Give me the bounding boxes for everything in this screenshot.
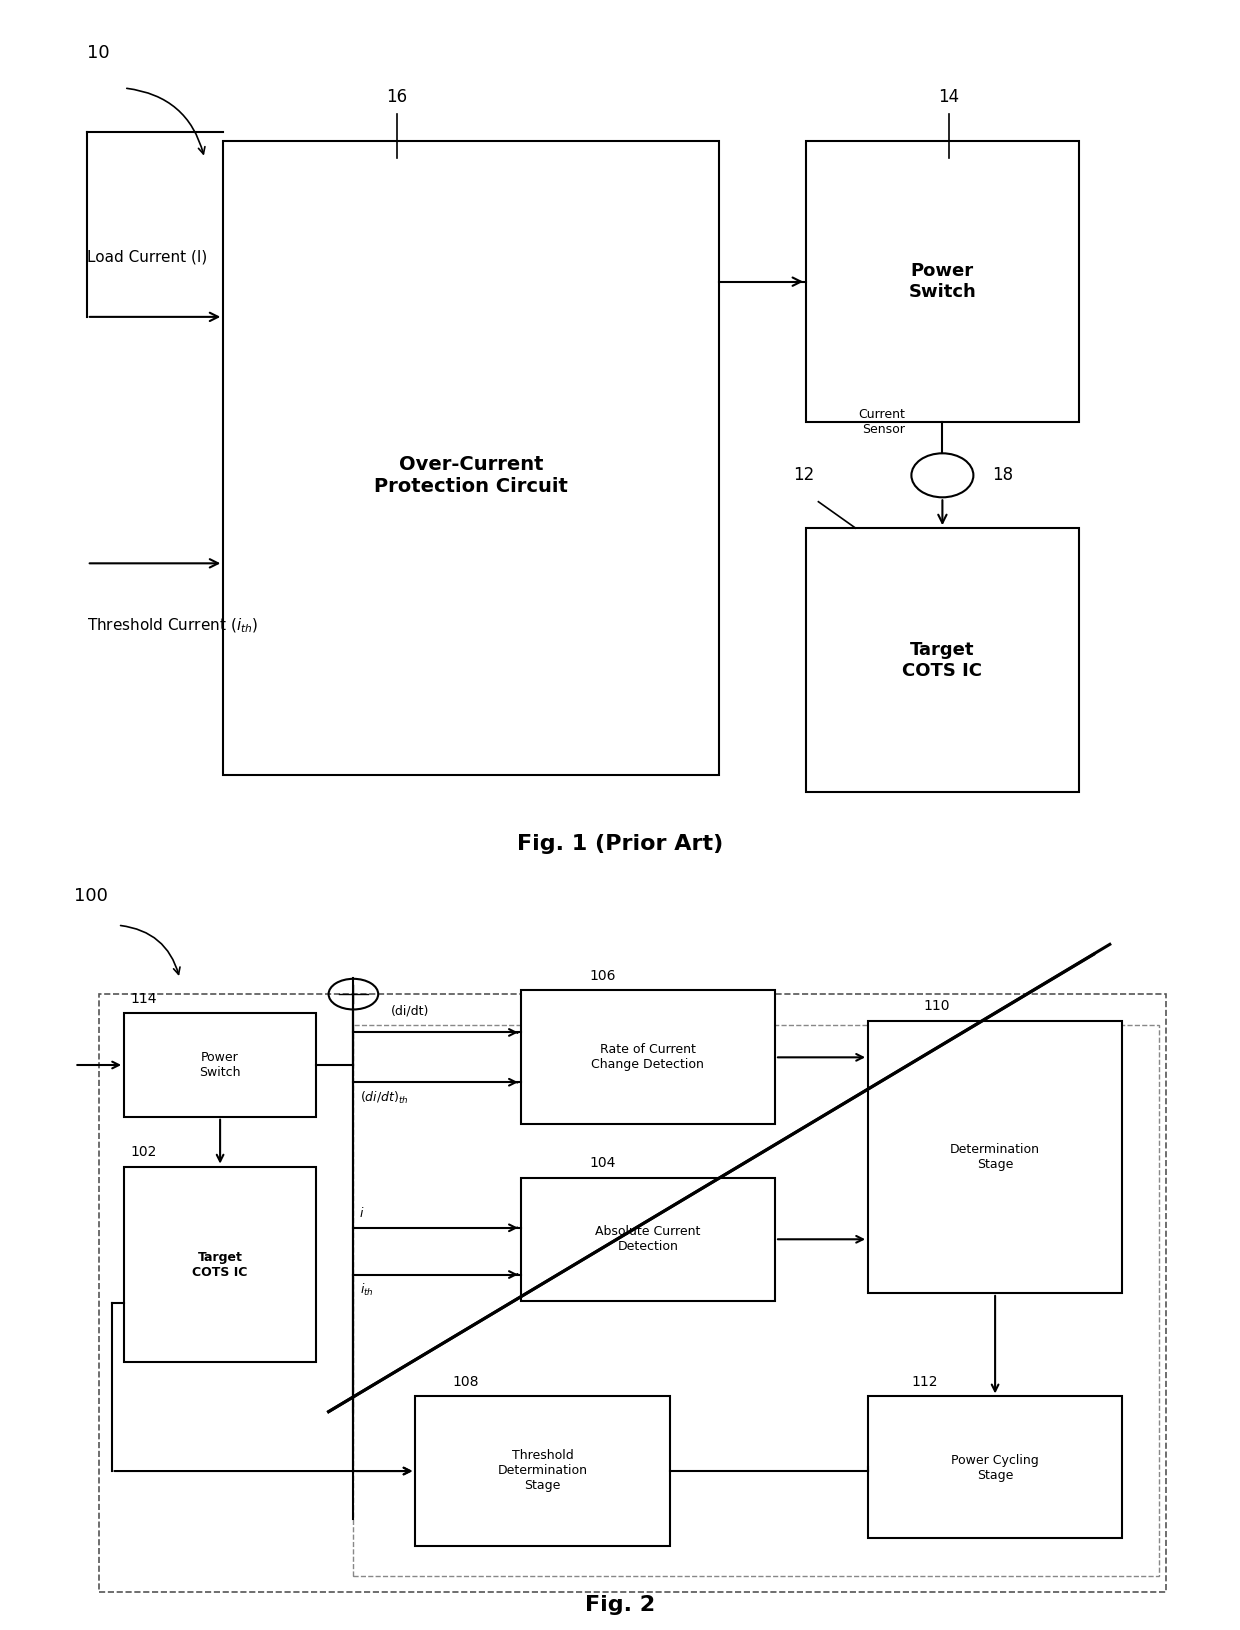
Bar [868,1020,1122,1293]
Bar [521,1178,775,1301]
Text: $i_{th}$: $i_{th}$ [360,1281,373,1297]
Text: Absolute Current
Detection: Absolute Current Detection [595,1226,701,1253]
Text: Over-Current
Protection Circuit: Over-Current Protection Circuit [374,455,568,496]
Text: i: i [360,1208,363,1221]
Text: 12: 12 [794,466,815,484]
Text: (di/dt): (di/dt) [391,1004,429,1017]
Text: 106: 106 [589,968,615,983]
Text: 108: 108 [453,1374,479,1389]
Text: Target
COTS IC: Target COTS IC [192,1250,248,1278]
Text: Threshold Current ($i_{th}$): Threshold Current ($i_{th}$) [87,616,258,634]
Text: Load Current (I): Load Current (I) [87,249,207,264]
Text: 112: 112 [911,1374,937,1389]
Text: 14: 14 [937,88,960,106]
Text: 10: 10 [87,44,109,62]
Text: Determination
Stage: Determination Stage [950,1143,1040,1172]
Bar [124,1014,316,1117]
Text: Fig. 1 (Prior Art): Fig. 1 (Prior Art) [517,835,723,854]
Bar [868,1397,1122,1539]
Text: Current
Sensor: Current Sensor [858,409,905,437]
Text: $(di/dt)_{th}$: $(di/dt)_{th}$ [360,1090,408,1107]
FancyArrowPatch shape [126,88,205,153]
Bar [223,140,719,774]
Text: 100: 100 [74,887,108,905]
Text: 114: 114 [130,991,156,1006]
Text: Fig. 2: Fig. 2 [585,1594,655,1615]
Text: Threshold
Determination
Stage: Threshold Determination Stage [497,1449,588,1491]
Text: Power Cycling
Stage: Power Cycling Stage [951,1454,1039,1482]
Bar [353,1025,1159,1576]
Text: 104: 104 [589,1156,615,1170]
Text: Power
Switch: Power Switch [200,1051,241,1079]
Bar [99,994,1166,1591]
Text: Power
Switch: Power Switch [909,262,976,302]
Text: Rate of Current
Change Detection: Rate of Current Change Detection [591,1043,704,1071]
Bar [806,528,1079,792]
Bar [124,1167,316,1363]
Text: 18: 18 [992,466,1013,484]
Bar [521,991,775,1125]
Bar [415,1397,670,1545]
Text: 102: 102 [130,1144,156,1159]
Bar [806,140,1079,422]
Text: 110: 110 [924,999,950,1014]
Text: 16: 16 [386,88,408,106]
FancyArrowPatch shape [120,926,180,975]
Text: Target
COTS IC: Target COTS IC [903,641,982,680]
